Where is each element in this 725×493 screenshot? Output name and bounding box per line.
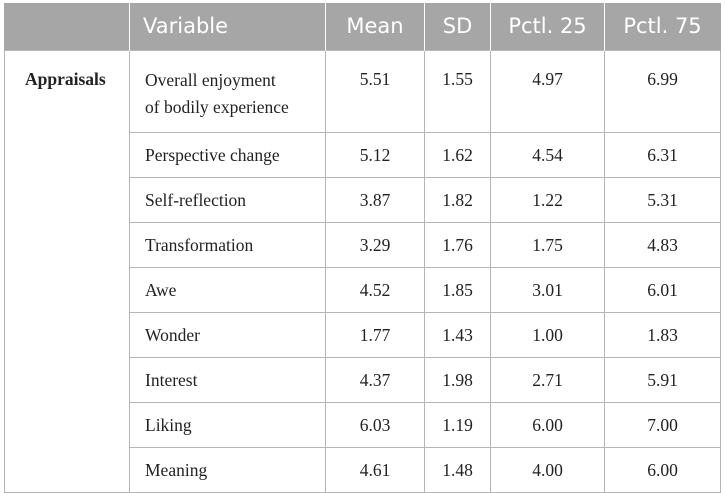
pctl-25-cell: 1.22	[490, 176, 605, 223]
header-mean: Mean	[325, 3, 425, 50]
sd-cell: 1.62	[424, 131, 491, 178]
table-row: Transformation 3.29 1.76 1.75 4.83	[5, 221, 721, 268]
variable-cell: Awe	[129, 266, 326, 313]
pctl-75-cell: 6.31	[604, 131, 721, 178]
table-row: Self-reflection 3.87 1.82 1.22 5.31	[5, 176, 721, 223]
group-label-cell: Appraisals	[4, 49, 130, 493]
sd-cell: 1.82	[424, 176, 491, 223]
mean-cell: 6.03	[325, 401, 425, 448]
pctl-25-cell: 4.97	[490, 49, 605, 133]
mean-cell: 3.87	[325, 176, 425, 223]
pctl-75-cell: 1.83	[604, 311, 721, 358]
pctl-75-cell: 6.99	[604, 49, 721, 133]
sd-cell: 1.19	[424, 401, 491, 448]
header-variable: Variable	[129, 3, 326, 50]
header-sd: SD	[424, 3, 491, 50]
pctl-25-cell: 1.75	[490, 221, 605, 268]
pctl-25-cell: 4.00	[490, 446, 605, 493]
sd-cell: 1.85	[424, 266, 491, 313]
mean-cell: 5.51	[325, 49, 425, 133]
sd-cell: 1.98	[424, 356, 491, 403]
pctl-75-cell: 6.01	[604, 266, 721, 313]
pctl-75-cell: 6.00	[604, 446, 721, 493]
statistics-table-container: Variable Mean SD Pctl. 25 Pctl. 75 Appra…	[4, 3, 721, 493]
variable-cell: Interest	[129, 356, 326, 403]
variable-cell: Overall enjoyment of bodily experience	[129, 49, 326, 133]
pctl-75-cell: 5.31	[604, 176, 721, 223]
sd-cell: 1.43	[424, 311, 491, 358]
mean-cell: 1.77	[325, 311, 425, 358]
pctl-25-cell: 1.00	[490, 311, 605, 358]
pctl-25-cell: 4.54	[490, 131, 605, 178]
mean-cell: 4.52	[325, 266, 425, 313]
table-row: Wonder 1.77 1.43 1.00 1.83	[5, 311, 721, 358]
mean-cell: 4.61	[325, 446, 425, 493]
pctl-25-cell: 3.01	[490, 266, 605, 313]
header-pctl-75: Pctl. 75	[604, 3, 721, 50]
mean-cell: 5.12	[325, 131, 425, 178]
variable-cell: Liking	[129, 401, 326, 448]
mean-cell: 4.37	[325, 356, 425, 403]
sd-cell: 1.76	[424, 221, 491, 268]
table-header: Variable Mean SD Pctl. 25 Pctl. 75	[4, 3, 721, 50]
variable-cell: Transformation	[129, 221, 326, 268]
pctl-75-cell: 4.83	[604, 221, 721, 268]
header-group-column	[4, 3, 130, 50]
variable-cell: Meaning	[129, 446, 326, 493]
table-row: Perspective change 5.12 1.62 4.54 6.31	[5, 131, 721, 178]
variable-line-1: Overall enjoyment	[145, 69, 276, 90]
table-row: Interest 4.37 1.98 2.71 5.91	[5, 356, 721, 403]
variable-cell: Self-reflection	[129, 176, 326, 223]
sd-cell: 1.48	[424, 446, 491, 493]
descriptive-statistics-table: Variable Mean SD Pctl. 25 Pctl. 75 Appra…	[4, 3, 721, 493]
variable-cell: Wonder	[129, 311, 326, 358]
pctl-25-cell: 6.00	[490, 401, 605, 448]
table-row: Awe 4.52 1.85 3.01 6.01	[5, 266, 721, 313]
header-pctl-25: Pctl. 25	[490, 3, 605, 50]
pctl-75-cell: 7.00	[604, 401, 721, 448]
mean-cell: 3.29	[325, 221, 425, 268]
table-body: Appraisals Overall enjoyment of bodily e…	[4, 49, 721, 493]
pctl-75-cell: 5.91	[604, 356, 721, 403]
variable-cell: Perspective change	[129, 131, 326, 178]
table-row: Appraisals Overall enjoyment of bodily e…	[4, 49, 721, 493]
sd-cell: 1.55	[424, 49, 491, 133]
header-row: Variable Mean SD Pctl. 25 Pctl. 75	[4, 3, 721, 50]
variable-line-2: of bodily experience	[145, 96, 289, 117]
pctl-25-cell: 2.71	[490, 356, 605, 403]
